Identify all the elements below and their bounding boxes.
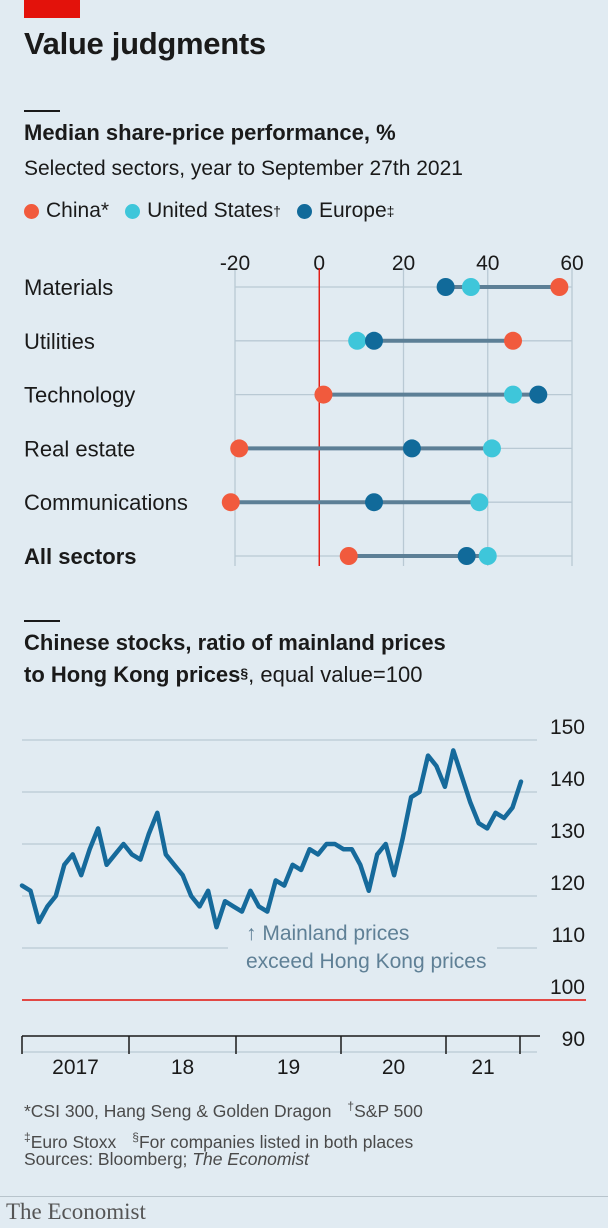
footnote-both-mark: § xyxy=(132,1129,139,1144)
chart2-title: Chinese stocks, ratio of mainland prices… xyxy=(24,627,446,691)
x-tick-label: 2017 xyxy=(52,1056,99,1079)
x-tick-label: 21 xyxy=(471,1056,494,1079)
chart2-title-mark: § xyxy=(240,665,249,681)
x-tick-label: 18 xyxy=(171,1056,194,1079)
category-label: Utilities xyxy=(24,329,95,354)
legend-china: China * xyxy=(24,199,109,223)
chart1-title: Median share-price performance, % xyxy=(24,120,396,145)
europe-dot xyxy=(365,331,384,350)
china-dot xyxy=(230,439,249,458)
europe-dot xyxy=(457,547,476,565)
legend-china-label: China xyxy=(46,199,101,222)
legend-china-mark: * xyxy=(100,199,110,222)
footnote-china: *CSI 300, Hang Seng & Golden Dragon xyxy=(24,1100,332,1121)
legend-us: United States † xyxy=(125,199,281,223)
us-dot xyxy=(461,278,480,296)
page-title: Value judgments xyxy=(24,26,266,61)
us-dot xyxy=(478,547,497,565)
legend-us-mark: † xyxy=(273,203,281,219)
footnotes: *CSI 300, Hang Seng & Golden Dragon †S&P … xyxy=(24,1093,423,1155)
chart2-title-line1: Chinese stocks, ratio of mainland prices xyxy=(24,630,446,655)
footnote-both: For companies listed in both places xyxy=(138,1131,414,1152)
europe-dot xyxy=(436,278,455,296)
y-tick-label: 90 xyxy=(562,1028,585,1051)
x-tick-label: 20 xyxy=(382,1056,405,1079)
x-tick-label: 40 xyxy=(476,252,499,275)
legend-europe-label: Europe xyxy=(318,199,387,222)
x-tick-label: 19 xyxy=(277,1056,300,1079)
x-tick-label: -20 xyxy=(220,252,250,275)
x-tick-label: 20 xyxy=(392,252,415,275)
annotation-line-2: exceed Hong Kong prices xyxy=(246,950,487,973)
europe-dot xyxy=(529,385,548,404)
y-tick-label: 110 xyxy=(552,924,585,947)
ratio-series-line xyxy=(19,748,524,930)
china-dot xyxy=(339,547,358,565)
china-dot xyxy=(314,385,333,404)
europe-dot xyxy=(365,493,384,512)
y-tick-label: 120 xyxy=(550,872,585,895)
chart1-rule xyxy=(24,110,60,112)
brand-logo: The Economist xyxy=(6,1199,146,1224)
category-label: Communications xyxy=(24,490,188,515)
legend-us-label: United States xyxy=(147,199,274,222)
sources-italic: The Economist xyxy=(192,1149,309,1169)
footnote-europe: Euro Stoxx xyxy=(30,1131,117,1152)
chart2-title-line2-text: to Hong Kong prices xyxy=(24,662,241,687)
legend-china-swatch xyxy=(24,203,39,219)
legend-europe: Europe ‡ xyxy=(296,199,395,223)
footnote-line-2: ‡Euro Stoxx §For companies listed in both… xyxy=(24,1124,423,1155)
chart2-title-suffix: , equal value=100 xyxy=(248,662,423,687)
footnote-us: S&P 500 xyxy=(354,1100,423,1121)
chart2-title-line2: to Hong Kong prices§, equal value=100 xyxy=(24,659,446,691)
legend-us-swatch xyxy=(125,203,141,219)
y-tick-label: 150 xyxy=(550,716,585,739)
x-tick-label: 0 xyxy=(313,252,325,275)
footnote-europe-mark: ‡ xyxy=(24,1129,31,1144)
y-tick-label: 140 xyxy=(550,768,585,791)
chart1-legend: China * United States † Europe ‡ xyxy=(24,199,410,223)
us-dot xyxy=(482,439,501,458)
legend-europe-swatch xyxy=(296,203,312,219)
dot-range-chart: -20 0 20 40 60 Materials Utilities Technology Re… xyxy=(24,252,584,569)
brand-red-tag xyxy=(24,0,80,18)
category-label: Technology xyxy=(24,383,135,408)
y-tick-label: 100 xyxy=(550,976,585,999)
category-label: Real estate xyxy=(24,436,135,461)
chart2-rule xyxy=(24,620,60,622)
category-label: All sectors xyxy=(24,544,137,569)
sources-prefix: Sources: Bloomberg; xyxy=(24,1149,193,1169)
legend-europe-mark: ‡ xyxy=(386,203,395,219)
europe-dot xyxy=(402,439,421,458)
footnote-us-mark: † xyxy=(347,1099,355,1113)
us-dot xyxy=(348,331,367,350)
footnote-line-1: *CSI 300, Hang Seng & Golden Dragon †S&P … xyxy=(24,1093,423,1124)
x-tick-label: 60 xyxy=(560,252,583,275)
china-dot xyxy=(221,493,240,512)
us-dot xyxy=(470,493,489,512)
y-tick-label: 130 xyxy=(550,820,585,843)
us-dot xyxy=(504,385,523,404)
chart1-subtitle: Selected sectors, year to September 27th… xyxy=(24,157,463,180)
annotation-line-1: ↑ Mainland prices xyxy=(246,922,409,945)
china-dot xyxy=(550,278,569,296)
brand-divider xyxy=(0,1196,608,1197)
china-dot xyxy=(504,331,523,350)
sources: Sources: Bloomberg; The Economist xyxy=(24,1149,309,1170)
category-label: Materials xyxy=(24,275,113,300)
